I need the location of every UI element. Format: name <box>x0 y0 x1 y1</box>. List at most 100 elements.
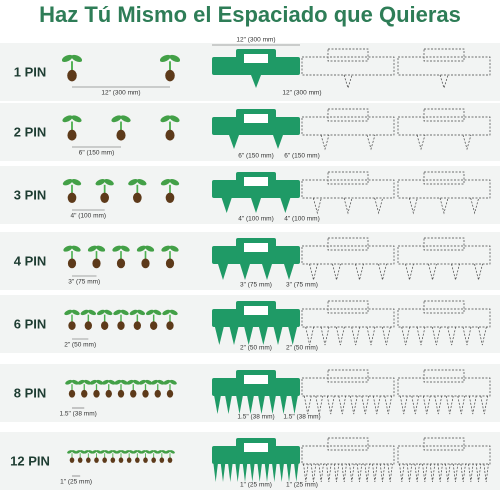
seedling <box>148 450 159 463</box>
seed <box>154 389 161 398</box>
leaf <box>71 379 79 385</box>
outline-tooth <box>341 463 347 483</box>
outline-tooth <box>429 463 436 483</box>
outline-tooth <box>356 463 363 483</box>
leaf <box>120 309 129 316</box>
outline-spacing: 1.5" (38 mm) <box>283 414 320 421</box>
seed <box>166 389 174 398</box>
leaf <box>162 309 171 316</box>
seedling <box>64 309 80 330</box>
seed <box>67 129 77 141</box>
leaf <box>153 309 162 316</box>
tool-window <box>244 243 268 252</box>
seed <box>165 129 175 141</box>
tool-tooth <box>264 464 270 482</box>
tool-tooth <box>240 264 250 280</box>
outline-tooth <box>405 263 414 281</box>
outline-tooth <box>332 263 341 281</box>
tool-window <box>244 375 268 384</box>
seedling <box>95 178 114 203</box>
tool-tooth <box>228 464 233 482</box>
tool-tooth <box>242 464 248 482</box>
seedling <box>145 309 162 330</box>
seed-spacing: 6" (150 mm) <box>79 150 115 157</box>
tool-tooth <box>291 396 298 414</box>
leaf <box>67 450 73 454</box>
pin-label: 8 PIN <box>14 385 47 400</box>
seed <box>92 258 101 269</box>
leaf <box>169 115 180 123</box>
outline-handle <box>327 171 369 185</box>
outline-tooth <box>372 395 381 415</box>
seedling <box>136 245 155 269</box>
pin-label: 2 PIN <box>14 124 47 139</box>
outline-handle <box>423 437 465 451</box>
outline-handle <box>423 108 465 122</box>
tool-tooth <box>221 198 232 213</box>
tool-top-spacing: 12" (300 mm) <box>236 37 275 44</box>
seedling <box>83 450 94 463</box>
seedling <box>62 178 82 203</box>
leaf <box>145 309 155 316</box>
seedling <box>124 450 135 463</box>
leaf <box>71 178 82 186</box>
tool-tooth <box>294 464 299 482</box>
outline-tooth <box>366 326 376 346</box>
outline-handle <box>423 171 465 185</box>
seed-spacing: 4" (100 mm) <box>71 213 107 220</box>
seed <box>165 258 175 269</box>
outline-spacing: 12" (300 mm) <box>282 90 321 97</box>
seedling <box>156 450 167 463</box>
outline-body <box>301 445 395 465</box>
leaf <box>169 309 178 316</box>
tool-tooth <box>258 327 268 345</box>
seedling <box>61 54 83 82</box>
outline-tooth <box>335 326 345 346</box>
tool-tooth <box>258 396 265 414</box>
seed <box>67 192 77 203</box>
leaf <box>120 115 131 123</box>
seed-spacing: 1.5" (38 mm) <box>59 411 96 418</box>
outline-handle <box>327 369 369 383</box>
seedling <box>62 115 82 141</box>
leaf <box>104 309 113 316</box>
leaf <box>145 379 153 385</box>
tool-tooth <box>288 327 298 345</box>
seed <box>133 192 142 203</box>
seedling <box>114 379 128 398</box>
leaf <box>128 178 138 186</box>
leaf <box>96 379 104 385</box>
outline-tooth <box>428 263 437 281</box>
leaf <box>96 245 106 252</box>
seed <box>94 457 99 463</box>
seedling <box>101 379 116 398</box>
outline-body <box>397 116 491 136</box>
leaf <box>80 309 89 316</box>
leaf <box>112 245 122 252</box>
outline-tooth <box>315 395 324 415</box>
seedling <box>160 115 180 141</box>
outline-tooth <box>361 395 370 415</box>
tool-tooth <box>280 396 287 414</box>
tool-tooth <box>220 464 226 482</box>
leaf <box>111 115 122 123</box>
tool-tooth <box>247 396 254 414</box>
leaf <box>75 450 81 454</box>
seed <box>100 192 109 203</box>
leaf <box>165 450 171 454</box>
outline-tooth <box>439 197 449 215</box>
seedling <box>113 309 129 330</box>
tool-tooth <box>250 464 255 482</box>
outline-tooth <box>384 395 393 415</box>
outline-tooth <box>422 395 431 415</box>
outline-handle <box>327 300 369 314</box>
leaf <box>132 450 138 454</box>
tool-spacing: 2" (50 mm) <box>240 345 272 352</box>
outline-tooth <box>366 134 376 151</box>
pin-label: 6 PIN <box>14 316 47 331</box>
seed <box>68 389 76 398</box>
outline-tooth <box>452 463 459 483</box>
outline-tooth <box>338 395 347 415</box>
leaf <box>169 450 175 454</box>
seedling <box>129 309 146 330</box>
